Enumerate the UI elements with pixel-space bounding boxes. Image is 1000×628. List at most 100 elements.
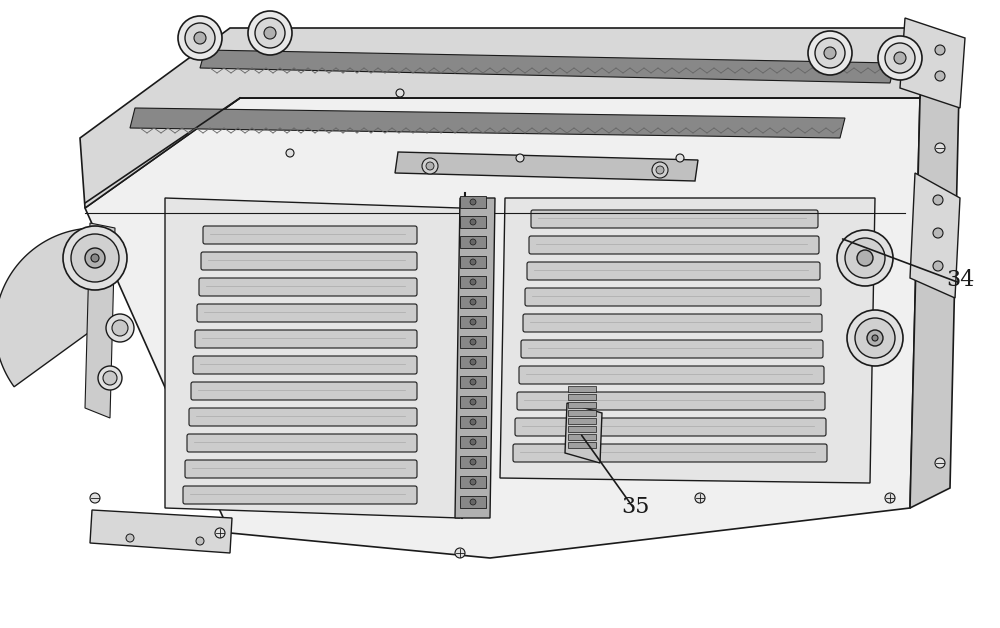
Circle shape	[112, 320, 128, 336]
FancyBboxPatch shape	[517, 392, 825, 410]
Circle shape	[470, 359, 476, 365]
Circle shape	[837, 230, 893, 286]
Circle shape	[516, 154, 524, 162]
FancyBboxPatch shape	[191, 382, 417, 400]
Circle shape	[185, 23, 215, 53]
FancyBboxPatch shape	[199, 278, 417, 296]
Polygon shape	[200, 50, 895, 83]
Polygon shape	[455, 198, 495, 518]
Text: 34: 34	[946, 269, 974, 291]
Circle shape	[695, 493, 705, 503]
Circle shape	[396, 89, 404, 97]
Polygon shape	[460, 476, 486, 488]
Circle shape	[470, 319, 476, 325]
Circle shape	[867, 330, 883, 346]
Polygon shape	[460, 396, 486, 408]
Circle shape	[935, 45, 945, 55]
FancyBboxPatch shape	[529, 236, 819, 254]
FancyBboxPatch shape	[519, 366, 824, 384]
FancyBboxPatch shape	[183, 486, 417, 504]
Circle shape	[470, 259, 476, 265]
Circle shape	[857, 250, 873, 266]
FancyBboxPatch shape	[568, 386, 596, 392]
Circle shape	[470, 299, 476, 305]
Circle shape	[656, 166, 664, 174]
Polygon shape	[460, 456, 486, 468]
Circle shape	[422, 158, 438, 174]
Circle shape	[103, 371, 117, 385]
FancyBboxPatch shape	[193, 356, 417, 374]
Circle shape	[63, 226, 127, 290]
FancyBboxPatch shape	[203, 226, 417, 244]
FancyBboxPatch shape	[521, 340, 823, 358]
Polygon shape	[85, 223, 115, 418]
Polygon shape	[460, 356, 486, 368]
FancyBboxPatch shape	[568, 426, 596, 432]
Circle shape	[470, 279, 476, 285]
Circle shape	[824, 47, 836, 59]
Polygon shape	[90, 510, 232, 553]
Circle shape	[676, 154, 684, 162]
Circle shape	[286, 149, 294, 157]
FancyBboxPatch shape	[531, 210, 818, 228]
FancyBboxPatch shape	[189, 408, 417, 426]
Polygon shape	[460, 216, 486, 228]
Circle shape	[845, 238, 885, 278]
FancyBboxPatch shape	[197, 304, 417, 322]
Polygon shape	[130, 108, 845, 138]
Circle shape	[470, 439, 476, 445]
Circle shape	[196, 537, 204, 545]
FancyBboxPatch shape	[513, 444, 827, 462]
Polygon shape	[460, 276, 486, 288]
Circle shape	[71, 234, 119, 282]
Circle shape	[894, 52, 906, 64]
Circle shape	[90, 493, 100, 503]
Circle shape	[847, 310, 903, 366]
Circle shape	[215, 528, 225, 538]
Circle shape	[470, 339, 476, 345]
FancyBboxPatch shape	[568, 410, 596, 416]
Polygon shape	[460, 336, 486, 348]
Polygon shape	[460, 496, 486, 508]
FancyBboxPatch shape	[201, 252, 417, 270]
Circle shape	[885, 493, 895, 503]
Circle shape	[878, 36, 922, 80]
FancyBboxPatch shape	[527, 262, 820, 280]
Circle shape	[933, 228, 943, 238]
Circle shape	[455, 548, 465, 558]
Polygon shape	[85, 98, 920, 558]
FancyBboxPatch shape	[195, 330, 417, 348]
Circle shape	[470, 399, 476, 405]
Circle shape	[872, 335, 878, 341]
FancyBboxPatch shape	[568, 402, 596, 408]
Circle shape	[126, 534, 134, 542]
Circle shape	[935, 143, 945, 153]
FancyBboxPatch shape	[185, 460, 417, 478]
Circle shape	[470, 239, 476, 245]
Circle shape	[470, 219, 476, 225]
Circle shape	[933, 261, 943, 271]
FancyBboxPatch shape	[187, 434, 417, 452]
FancyBboxPatch shape	[523, 314, 822, 332]
Circle shape	[85, 248, 105, 268]
Text: 35: 35	[621, 496, 649, 518]
Polygon shape	[460, 316, 486, 328]
Circle shape	[194, 32, 206, 44]
Circle shape	[470, 419, 476, 425]
Polygon shape	[0, 228, 95, 387]
Circle shape	[935, 458, 945, 468]
Circle shape	[255, 18, 285, 48]
Circle shape	[470, 199, 476, 205]
Polygon shape	[565, 403, 602, 463]
Circle shape	[933, 195, 943, 205]
Circle shape	[98, 366, 122, 390]
Circle shape	[815, 38, 845, 68]
Circle shape	[264, 27, 276, 39]
Polygon shape	[910, 28, 960, 508]
Circle shape	[106, 314, 134, 342]
Circle shape	[885, 43, 915, 73]
Circle shape	[652, 162, 668, 178]
Circle shape	[470, 499, 476, 505]
FancyBboxPatch shape	[568, 442, 596, 448]
Polygon shape	[460, 236, 486, 248]
